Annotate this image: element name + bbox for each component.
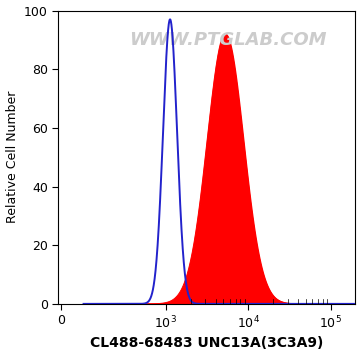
X-axis label: CL488-68483 UNC13A(3C3A9): CL488-68483 UNC13A(3C3A9) [90, 336, 323, 350]
Y-axis label: Relative Cell Number: Relative Cell Number [5, 91, 18, 224]
Text: WWW.PTGLAB.COM: WWW.PTGLAB.COM [129, 31, 326, 49]
